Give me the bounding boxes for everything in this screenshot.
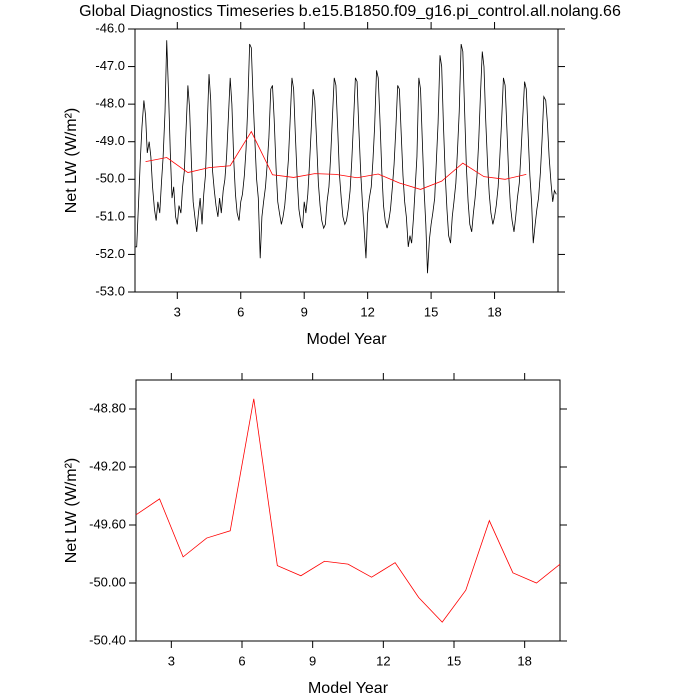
y-tick-label: -48.0 [95,96,125,111]
y-tick-label: -50.00 [89,574,126,589]
x-tick-label: 18 [517,653,531,668]
x-tick-label: 15 [424,304,438,319]
x-tick-label: 15 [447,653,461,668]
x-tick-label: 18 [487,304,501,319]
y-tick-label: -51.0 [95,208,125,223]
y-tick-label: -50.40 [89,632,126,647]
chart-title: Global Diagnostics Timeseries b.e15.B185… [79,3,621,20]
y-tick-label: -50.0 [95,171,125,186]
y-axis-label: Net LW (W/m²) [63,108,80,213]
y-tick-label: -53.0 [95,283,125,298]
x-tick-label: 12 [376,653,390,668]
x-tick-label: 12 [360,304,374,319]
x-axis-label: Model Year [306,331,387,348]
data-line [145,130,527,190]
data-line [135,40,557,274]
y-tick-label: -49.60 [89,516,126,531]
y-tick-label: -48.80 [89,400,126,415]
data-line [135,398,561,623]
y-axis-label: Net LW (W/m²) [63,458,80,563]
y-tick-label: -47.0 [95,58,125,73]
x-tick-label: 9 [309,653,316,668]
y-tick-label: -52.0 [95,246,125,261]
x-axis-label: Model Year [308,680,389,697]
x-tick-label: 9 [301,304,308,319]
x-tick-label: 3 [168,653,175,668]
x-tick-label: 3 [174,304,181,319]
plot-frame [134,28,559,293]
y-tick-label: -49.20 [89,458,126,473]
y-tick-label: -49.0 [95,133,125,148]
x-tick-label: 6 [237,304,244,319]
x-tick-label: 6 [238,653,245,668]
y-tick-label: -46.0 [95,20,125,35]
plot-frame [135,379,561,642]
